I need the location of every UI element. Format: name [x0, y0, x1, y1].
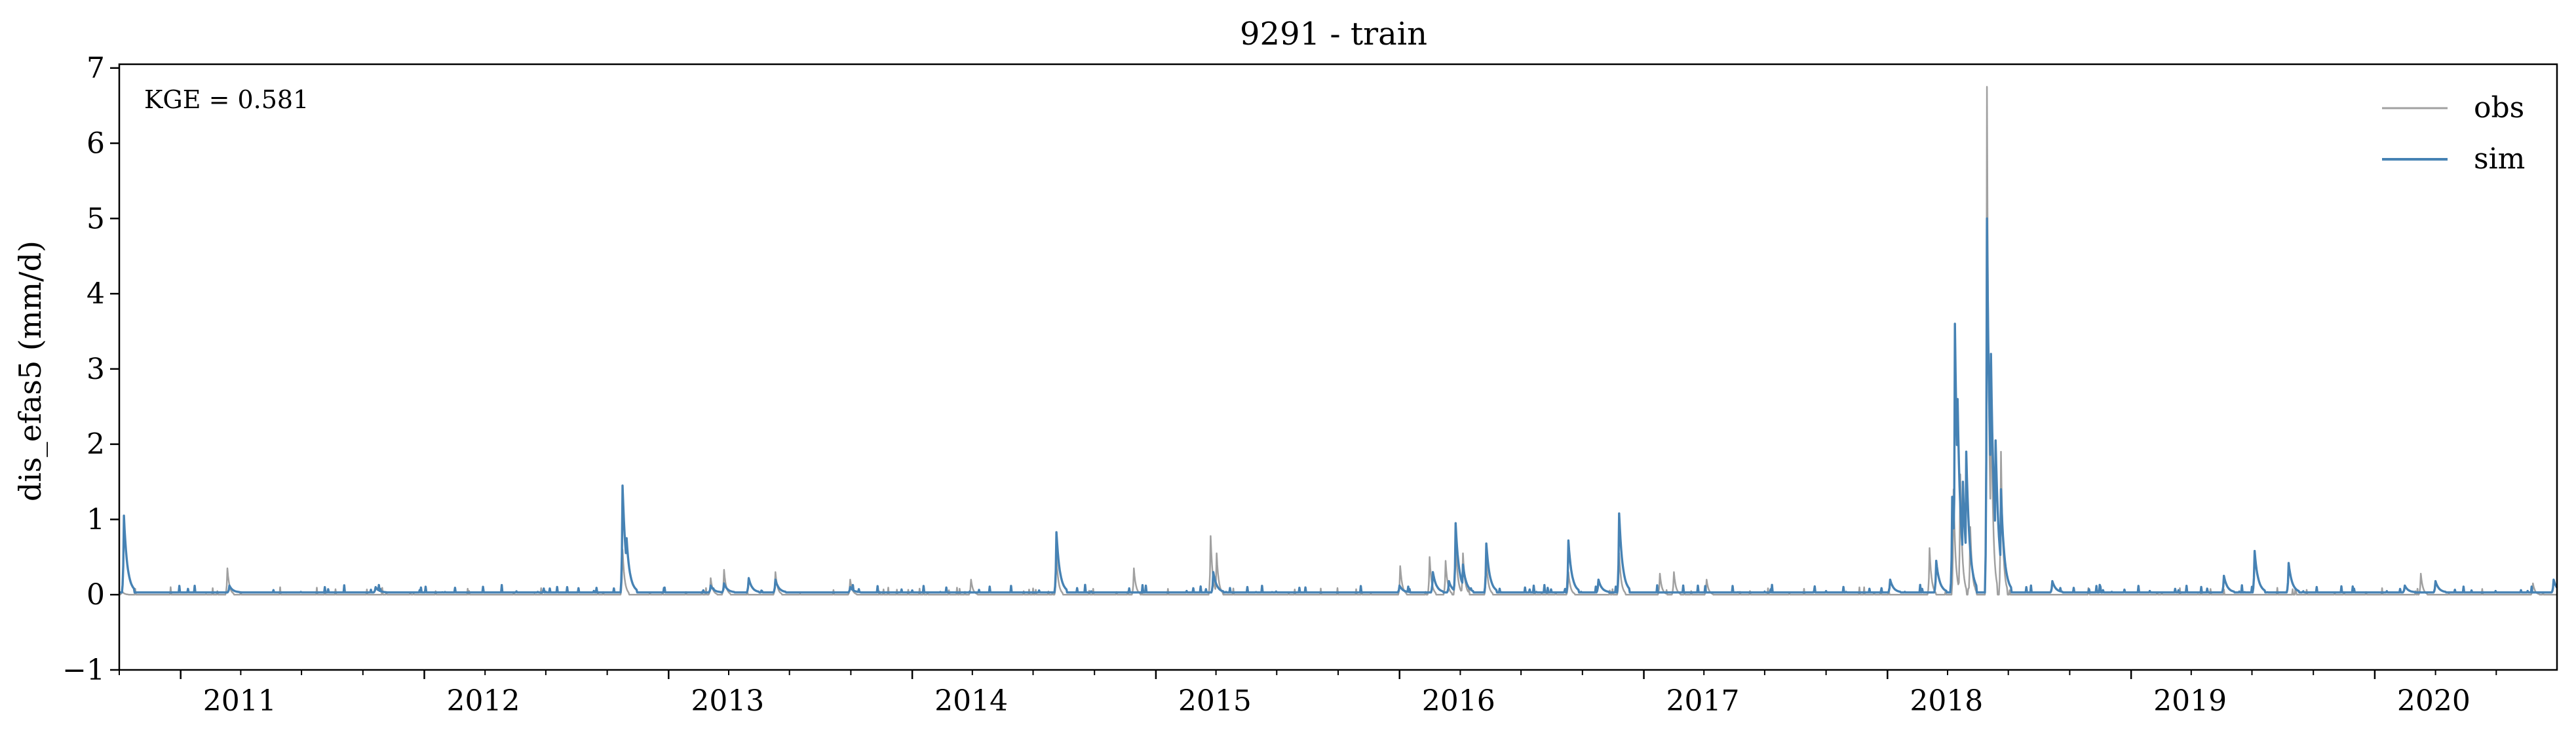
y-tick-label: 1: [87, 503, 105, 536]
y-tick-label: 3: [87, 353, 105, 386]
x-tick-label: 2013: [691, 684, 764, 718]
y-axis: −1 0 1 2 3 4 5 6 7: [62, 52, 119, 687]
x-tick-label: 2018: [1910, 684, 1983, 718]
y-tick-label: 0: [87, 578, 105, 612]
y-tick-label: 5: [87, 202, 105, 235]
x-axis: 2011 2012 2013 2014 2015 2016 2017 2018 2019 2020: [119, 670, 2497, 718]
series-line-obs: [119, 86, 2558, 596]
x-tick-label: 2015: [1178, 684, 1252, 718]
plot-frame: [118, 63, 2558, 671]
x-tick-label: 2014: [934, 684, 1008, 718]
y-tick-label: 4: [87, 277, 105, 311]
chart-title: 9291 - train: [1240, 16, 1427, 52]
x-tick-label: 2017: [1666, 684, 1740, 718]
y-tick-label: −1: [62, 654, 105, 687]
x-tick-label: 2016: [1422, 684, 1495, 718]
legend-label-sim: sim: [2474, 142, 2525, 176]
y-tick-label: 6: [87, 127, 105, 161]
legend: obs sim: [2382, 91, 2525, 176]
x-tick-label: 2019: [2153, 684, 2227, 718]
plot-area: [118, 63, 2558, 671]
y-tick-label: 2: [87, 428, 105, 461]
series-line-sim: [119, 217, 2558, 594]
y-tick-label: 7: [87, 52, 105, 85]
kge-annotation: KGE = 0.581: [144, 85, 309, 114]
x-tick-label: 2020: [2397, 684, 2470, 718]
y-axis-label: dis_efas5 (mm/d): [12, 241, 48, 501]
series-layer: [119, 86, 2558, 596]
x-tick-label: 2012: [447, 684, 520, 718]
x-tick-label: 2011: [203, 684, 277, 718]
legend-label-obs: obs: [2474, 91, 2524, 125]
